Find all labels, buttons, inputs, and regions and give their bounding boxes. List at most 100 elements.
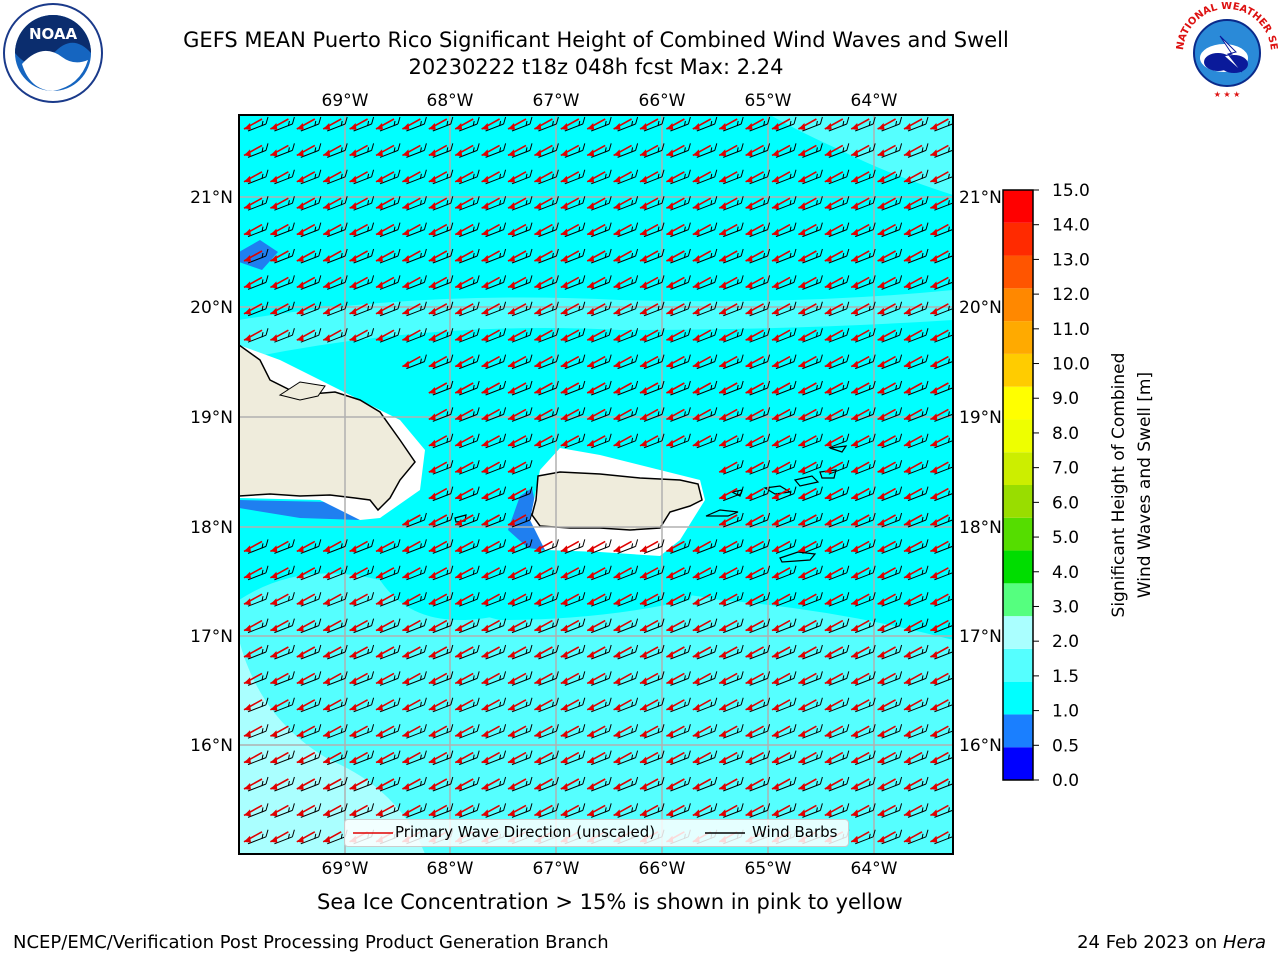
wind-barb <box>247 592 269 607</box>
wave-arrow <box>930 408 949 421</box>
wind-barb <box>432 275 454 290</box>
wind-barb <box>485 486 507 502</box>
wave-arrow <box>877 408 896 421</box>
land-puerto-rico <box>531 471 703 531</box>
wind-barb <box>459 592 480 607</box>
wind-barb <box>300 301 322 317</box>
wind-barb <box>696 724 718 739</box>
wave-arrow <box>639 751 659 764</box>
wave-arrow <box>270 540 289 553</box>
wind-barb <box>907 169 929 185</box>
wave-arrow <box>771 540 791 553</box>
wave-arrow <box>454 250 474 262</box>
wind-barb <box>327 671 348 686</box>
wind-barb <box>749 301 771 317</box>
wind-barb <box>802 116 823 132</box>
wind-barb <box>247 328 269 343</box>
wind-barb <box>511 196 533 211</box>
wind-barb <box>432 222 454 238</box>
wave-arrow <box>375 118 395 130</box>
wave-arrow <box>666 778 685 790</box>
island-st-croix <box>779 551 817 563</box>
wind-barb <box>459 433 480 449</box>
wind-barb <box>300 776 322 792</box>
wave-arrow <box>639 540 659 553</box>
wind-barb <box>828 380 850 396</box>
wind-barb <box>432 618 454 634</box>
wind-barb <box>828 618 850 634</box>
wind-barb <box>670 275 691 290</box>
wave-arrow <box>296 118 316 130</box>
wind-barb <box>617 433 639 449</box>
wave-arrow <box>692 751 712 764</box>
wind-barb <box>723 116 744 132</box>
colorbar-tick-label: 9.0 <box>1052 389 1079 409</box>
wave-arrow <box>586 355 606 368</box>
wave-arrow <box>560 619 580 632</box>
map-area <box>239 115 953 854</box>
wave-arrow <box>745 223 764 236</box>
colorbar-segment <box>1003 452 1033 485</box>
wind-barb <box>828 143 850 158</box>
wave-arrow <box>930 725 949 738</box>
wind-barb <box>511 301 533 317</box>
wave-arrow <box>639 699 659 711</box>
wave-arrow <box>639 567 659 579</box>
wave-arrow <box>745 725 764 738</box>
wind-barb <box>432 301 454 317</box>
wind-barb <box>775 248 797 264</box>
wave-arrow <box>349 778 368 790</box>
wave-arrow <box>243 646 263 658</box>
wind-barb <box>379 328 401 343</box>
wave-arrow <box>481 223 500 236</box>
wind-barb <box>564 644 586 660</box>
wave-arrow <box>375 619 395 632</box>
wave-arrow <box>375 725 395 738</box>
wave-arrow <box>243 672 263 685</box>
wind-barb <box>511 354 533 370</box>
wave-arrow <box>930 197 949 210</box>
wave-arrow <box>718 382 738 394</box>
wave-arrow <box>428 276 448 289</box>
wave-arrow <box>771 778 791 790</box>
wave-arrow <box>560 646 580 658</box>
wind-barb <box>802 354 823 370</box>
wave-arrow <box>613 593 632 606</box>
wind-barb <box>670 196 691 211</box>
wind-barb <box>802 275 823 290</box>
wind-barb <box>511 407 533 422</box>
wind-barb <box>775 803 797 818</box>
wind-barb <box>696 803 718 818</box>
wave-arrow <box>877 276 896 289</box>
wave-arrow <box>903 329 923 342</box>
wave-arrow <box>798 329 817 342</box>
wave-arrow <box>824 355 844 368</box>
colorbar-label-line1: Significant Height of Combined <box>1109 353 1129 618</box>
wave-arrow <box>798 804 817 817</box>
wind-barb <box>881 697 903 713</box>
wave-arrow <box>507 276 527 289</box>
wave-arrow <box>428 619 448 632</box>
wind-barb <box>538 592 559 607</box>
lon-label-bottom: 65°W <box>745 859 792 879</box>
wave-arrow <box>481 329 500 342</box>
wind-barb <box>855 724 876 739</box>
wind-barb <box>723 460 744 475</box>
wave-arrow <box>481 197 500 210</box>
wind-barb <box>855 565 876 581</box>
wave-arrow <box>850 355 870 368</box>
wave-arrow <box>850 567 870 579</box>
wind-barb <box>723 248 744 264</box>
wind-barb <box>670 697 691 713</box>
wave-arrow <box>586 778 606 790</box>
wave-arrow <box>850 144 870 157</box>
wind-barb <box>379 248 401 264</box>
wind-barb <box>828 169 850 185</box>
wind-barb <box>459 354 480 370</box>
lat-label-right: 20°N <box>959 298 1002 318</box>
wind-barb <box>327 301 348 317</box>
wave-arrow <box>903 197 923 210</box>
wind-barb <box>617 143 639 158</box>
wind-barb <box>432 460 454 475</box>
wind-barb <box>485 539 507 554</box>
